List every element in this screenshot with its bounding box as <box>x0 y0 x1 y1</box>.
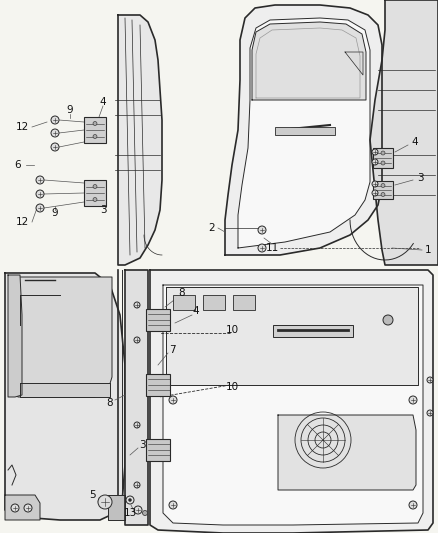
Circle shape <box>383 315 393 325</box>
Circle shape <box>142 511 148 515</box>
Polygon shape <box>5 273 125 520</box>
Circle shape <box>427 377 433 383</box>
Text: 4: 4 <box>100 97 106 107</box>
Polygon shape <box>118 15 162 265</box>
Bar <box>373 181 393 199</box>
Circle shape <box>134 337 140 343</box>
Text: 12: 12 <box>15 217 28 227</box>
Circle shape <box>372 181 378 187</box>
Bar <box>84 180 106 206</box>
Text: 3: 3 <box>417 173 423 183</box>
Circle shape <box>128 498 131 502</box>
Circle shape <box>11 504 19 512</box>
Circle shape <box>36 190 44 198</box>
Polygon shape <box>345 52 363 75</box>
Polygon shape <box>163 285 423 525</box>
Circle shape <box>169 501 177 509</box>
Circle shape <box>24 504 32 512</box>
Bar <box>173 295 195 310</box>
Text: 9: 9 <box>52 208 58 218</box>
Bar <box>275 127 335 135</box>
Circle shape <box>134 302 140 308</box>
Text: 13: 13 <box>124 508 137 518</box>
Circle shape <box>409 396 417 404</box>
Text: 4: 4 <box>193 306 199 316</box>
Circle shape <box>51 116 59 124</box>
Polygon shape <box>108 495 125 520</box>
Text: 4: 4 <box>412 137 418 147</box>
Polygon shape <box>12 277 112 397</box>
Polygon shape <box>166 287 418 385</box>
Circle shape <box>126 496 134 504</box>
Circle shape <box>381 192 385 197</box>
Circle shape <box>134 422 140 428</box>
Circle shape <box>427 410 433 416</box>
Text: 8: 8 <box>107 398 113 408</box>
Circle shape <box>372 149 378 155</box>
Circle shape <box>93 184 97 189</box>
Circle shape <box>93 198 97 201</box>
Polygon shape <box>370 0 438 265</box>
Bar <box>373 148 393 168</box>
Circle shape <box>51 129 59 137</box>
Polygon shape <box>125 270 148 525</box>
Circle shape <box>93 122 97 125</box>
Polygon shape <box>278 415 416 490</box>
Circle shape <box>381 183 385 188</box>
Bar <box>146 309 170 331</box>
Bar <box>84 117 106 143</box>
Circle shape <box>409 501 417 509</box>
Text: 3: 3 <box>139 440 145 450</box>
Text: 9: 9 <box>67 105 73 115</box>
Circle shape <box>36 204 44 212</box>
Text: 10: 10 <box>226 325 239 335</box>
Bar <box>146 374 170 396</box>
Text: 2: 2 <box>208 223 215 233</box>
Circle shape <box>258 244 266 252</box>
Text: 7: 7 <box>169 345 175 355</box>
Circle shape <box>51 143 59 151</box>
Circle shape <box>372 190 378 196</box>
Polygon shape <box>150 270 433 533</box>
Text: 11: 11 <box>265 243 279 253</box>
Text: 10: 10 <box>226 382 239 392</box>
Polygon shape <box>252 22 366 100</box>
Polygon shape <box>20 383 110 397</box>
Text: 6: 6 <box>15 160 21 170</box>
Polygon shape <box>8 275 22 397</box>
Text: 1: 1 <box>425 245 431 255</box>
Text: 5: 5 <box>90 490 96 500</box>
Circle shape <box>134 506 142 514</box>
Polygon shape <box>238 18 370 248</box>
Bar <box>203 295 225 310</box>
Bar <box>233 295 255 310</box>
Circle shape <box>169 396 177 404</box>
Circle shape <box>258 226 266 234</box>
Text: 3: 3 <box>100 205 106 215</box>
Circle shape <box>36 176 44 184</box>
Circle shape <box>381 161 385 165</box>
Bar <box>273 325 353 337</box>
Text: 8: 8 <box>179 288 185 298</box>
Polygon shape <box>5 495 40 520</box>
Circle shape <box>372 159 378 165</box>
Circle shape <box>381 151 385 155</box>
Circle shape <box>98 495 112 509</box>
Polygon shape <box>225 5 382 255</box>
Bar <box>146 439 170 461</box>
Circle shape <box>134 482 140 488</box>
Text: 12: 12 <box>15 122 28 132</box>
Circle shape <box>93 134 97 139</box>
